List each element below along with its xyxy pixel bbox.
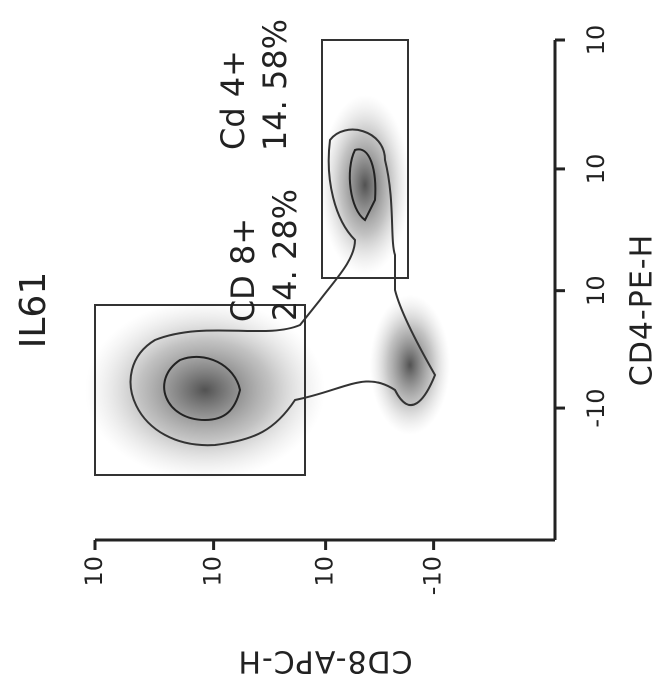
contour — [129, 128, 437, 447]
population-cd4 — [320, 95, 410, 275]
y-tick-label: 10 — [199, 556, 227, 587]
gate — [321, 39, 409, 279]
gate-name: Cd 4+ — [214, 50, 252, 150]
y-tick-label: 10 — [80, 556, 108, 587]
gate-percent: 24. 28% — [266, 189, 304, 321]
contour — [348, 148, 377, 222]
plot: IL61 CD4-PE-H CD8-APC-H -10 10 10 10 -10 10 10… — [13, 19, 660, 679]
y-tick-label: -10 — [419, 556, 447, 595]
population-dn — [370, 295, 450, 435]
y-axis-label: CD8-APC-H — [237, 644, 412, 679]
contour — [163, 355, 242, 422]
population-cd8 — [85, 300, 325, 480]
y-tick-label: 10 — [311, 556, 339, 587]
gate — [94, 304, 306, 476]
x-axis-label: CD4-PE-H — [625, 234, 660, 386]
x-tick-label: -10 — [582, 388, 610, 427]
chart-title: IL61 — [13, 272, 54, 348]
gate-percent: 14. 58% — [256, 19, 294, 151]
x-tick-label: 10 — [582, 154, 610, 185]
x-tick-label: 10 — [582, 25, 610, 56]
x-tick-label: 10 — [582, 275, 610, 306]
gate-name: CD 8+ — [224, 218, 262, 322]
